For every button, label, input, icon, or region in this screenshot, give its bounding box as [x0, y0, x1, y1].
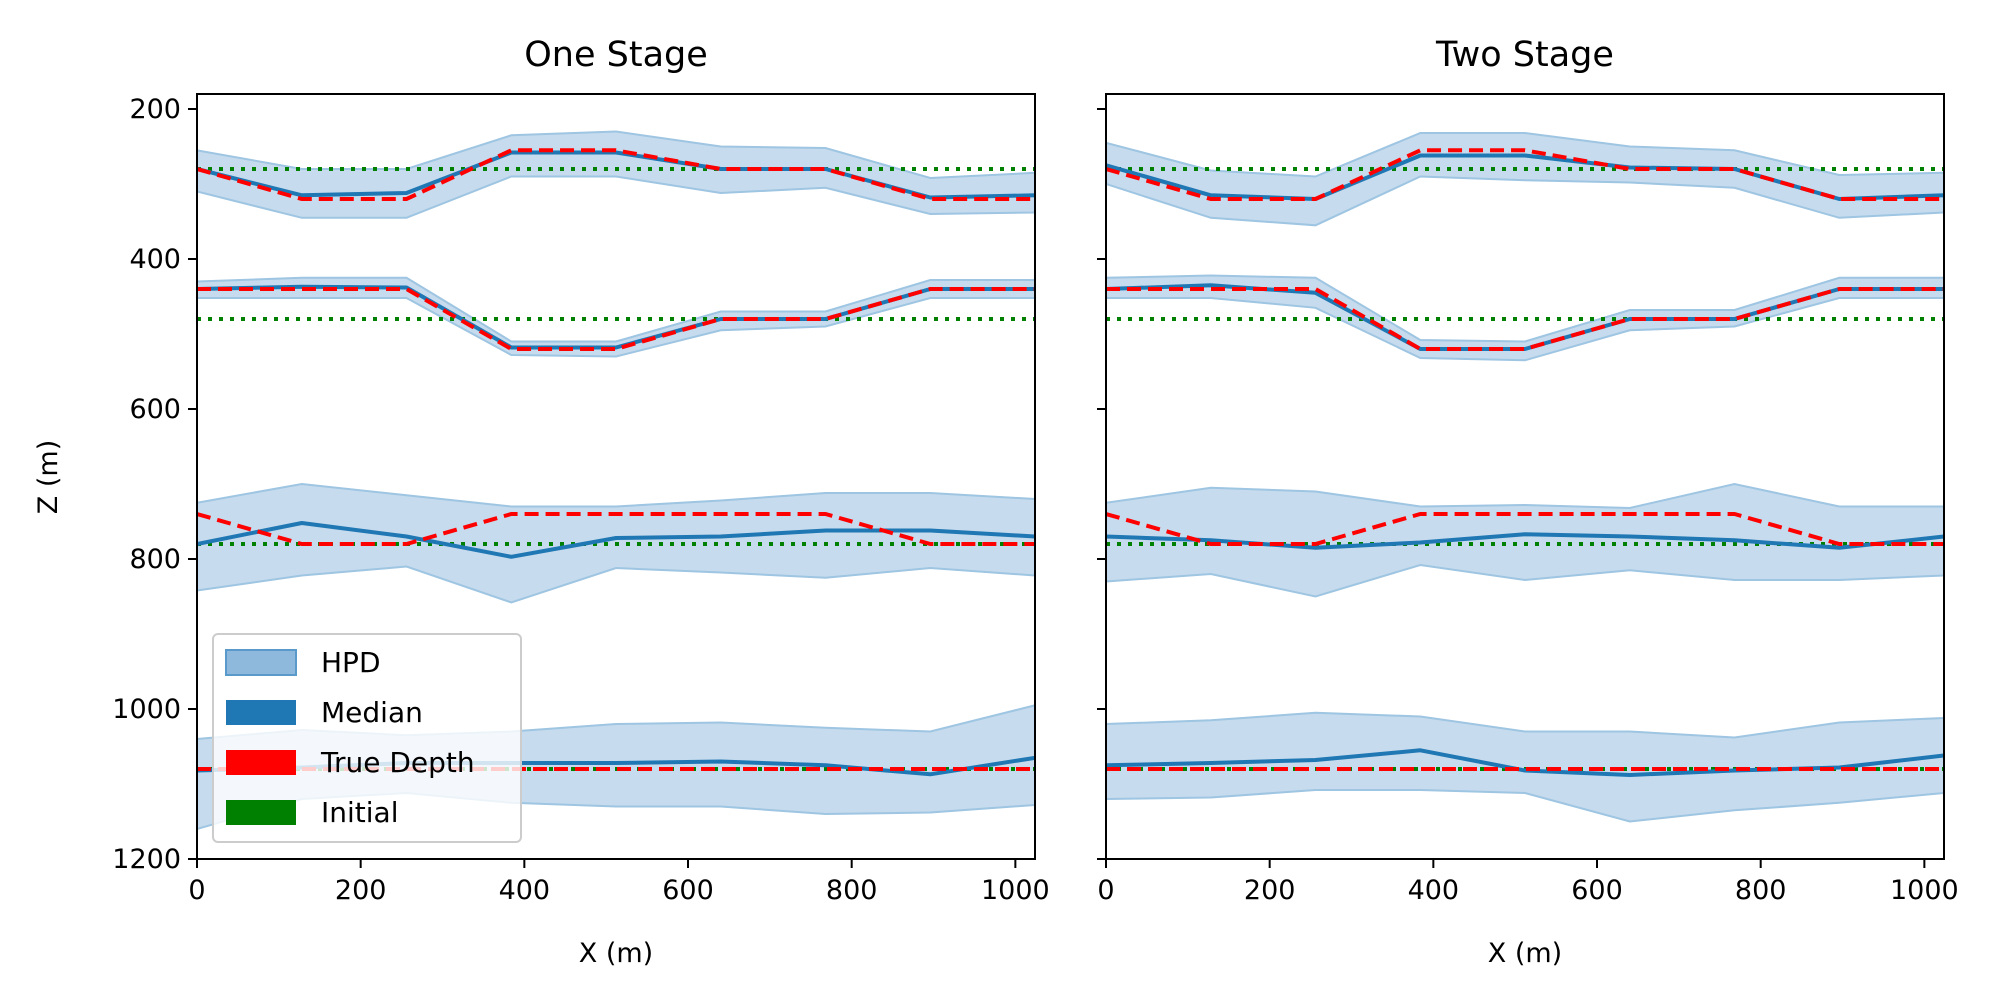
- y-axis-ticks: [1097, 108, 1106, 860]
- median-line-layer-3: [197, 521, 1035, 559]
- x-tick-label: 600: [1571, 875, 1623, 906]
- true-depth-line-layer-3: [1106, 512, 1944, 546]
- legend-swatch-hpd: [225, 649, 297, 676]
- y-tick-label: 200: [129, 94, 181, 125]
- x-axis-ticks: 0 200 400 600 800 1000: [188, 859, 1050, 906]
- plot-area: [1106, 132, 1944, 823]
- x-tick-label: 1000: [981, 875, 1050, 906]
- hpd-band-layer-1: [197, 130, 1035, 219]
- x-tick-label: 600: [662, 875, 714, 906]
- x-tick-label: 200: [1244, 875, 1296, 906]
- true-depth-line-layer-3: [197, 512, 1035, 546]
- legend-label-true-depth: True Depth: [320, 746, 475, 779]
- chart-title: Two Stage: [1435, 35, 1614, 75]
- legend-swatch-median: [226, 700, 296, 725]
- y-tick-label: 800: [129, 544, 181, 575]
- hpd-band-layer-1: [1106, 132, 1944, 227]
- y-axis-label: Z (m): [33, 440, 64, 514]
- x-tick-label: 0: [1097, 875, 1114, 906]
- legend-swatch-initial: [226, 800, 296, 825]
- legend-box: [212, 633, 522, 843]
- axes-frame: [196, 93, 1036, 860]
- x-tick-label: 400: [499, 875, 551, 906]
- axes-frame: [1105, 93, 1945, 860]
- x-tick-label: 800: [826, 875, 878, 906]
- x-axis-label: X (m): [1488, 938, 1562, 969]
- x-tick-label: 400: [1408, 875, 1460, 906]
- median-line-layer-3: [1106, 532, 1944, 550]
- chart-title: One Stage: [524, 35, 708, 75]
- true-depth-line-layer-2: [197, 287, 1035, 351]
- panel-two-stage: Two Stage 0 200 400 600 800 1000 X (m): [1097, 35, 1959, 969]
- x-axis-label: X (m): [579, 938, 653, 969]
- true-depth-line-layer-1: [197, 148, 1035, 201]
- hpd-band-layer-2: [1106, 274, 1944, 362]
- legend-swatch-true-depth: [226, 750, 296, 775]
- hpd-band-layer-2: [197, 276, 1035, 358]
- x-tick-label: 800: [1735, 875, 1787, 906]
- panel-one-stage: One Stage 0 200 400 600 800 1000 200 400 600 800…: [33, 35, 1050, 969]
- y-tick-label: 1000: [112, 694, 181, 725]
- x-tick-label: 200: [335, 875, 387, 906]
- y-tick-label: 600: [129, 394, 181, 425]
- true-depth-line-layer-1: [1106, 148, 1944, 201]
- true-depth-line-layer-2: [1106, 287, 1944, 351]
- legend-label-hpd: HPD: [321, 646, 381, 679]
- legend: HPD Median True Depth Initial: [212, 633, 522, 843]
- legend-label-median: Median: [321, 696, 423, 729]
- y-tick-label: 400: [129, 244, 181, 275]
- x-tick-label: 0: [188, 875, 205, 906]
- y-axis-ticks: 200 400 600 800 1000 1200: [112, 94, 197, 875]
- legend-label-initial: Initial: [321, 796, 398, 829]
- x-tick-label: 1000: [1890, 875, 1959, 906]
- x-axis-ticks: 0 200 400 600 800 1000: [1097, 859, 1959, 906]
- y-tick-label: 1200: [112, 844, 181, 875]
